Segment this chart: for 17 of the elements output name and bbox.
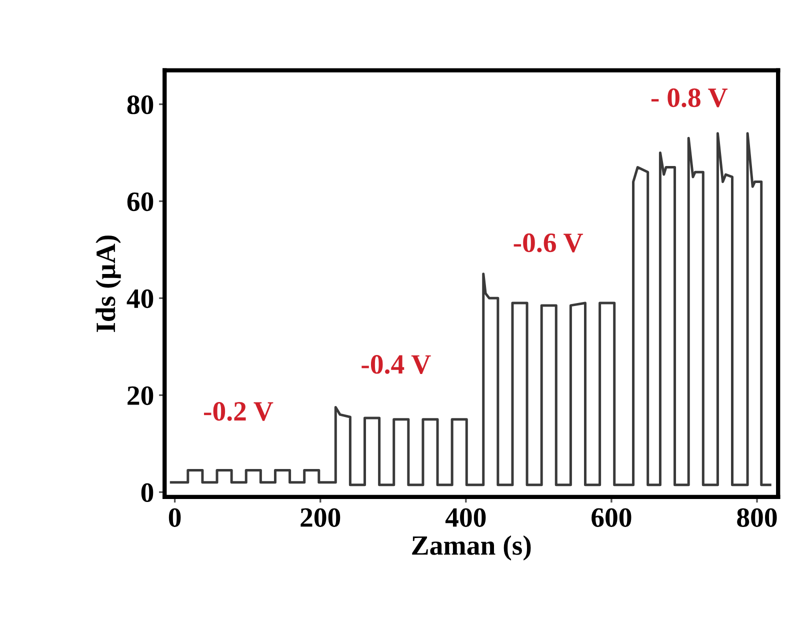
x-axis-title: Zaman (s) — [412, 535, 531, 561]
line-series — [170, 132, 772, 486]
y-tick-label: 60 — [127, 192, 154, 212]
y-tick-label: 80 — [127, 95, 154, 114]
x-tick-label: 0 — [168, 508, 181, 527]
annotation: - 0.8 V — [651, 88, 728, 108]
annotation: -0.2 V — [204, 402, 274, 421]
y-tick-label: 20 — [128, 386, 154, 406]
y-axis-title: Ids (µA) — [96, 236, 121, 332]
x-tick-label: 800 — [737, 508, 777, 527]
y-tick-label: 40 — [126, 289, 154, 308]
x-tick-label: 200 — [300, 508, 340, 527]
annotation: -0.4 V — [362, 355, 431, 374]
y-tick-label: 0 — [141, 483, 154, 502]
x-tick-label: 600 — [592, 508, 632, 527]
annotation: -0.6 V — [514, 233, 583, 252]
x-tick-label: 400 — [445, 508, 486, 527]
